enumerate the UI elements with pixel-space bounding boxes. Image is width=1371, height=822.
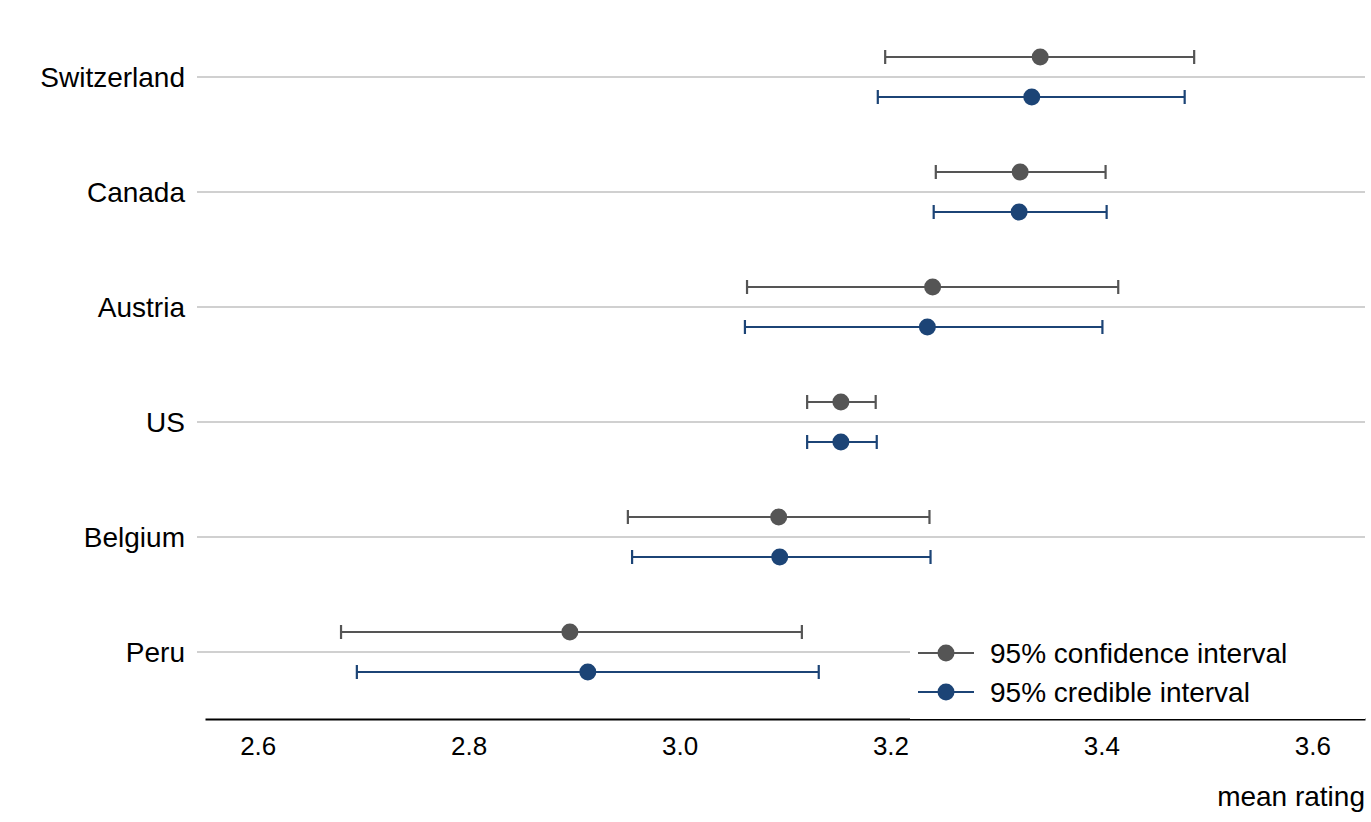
x-axis: 2.6 2.8 3.0 3.2 3.4 3.6	[206, 719, 1366, 761]
tick: 3.6	[1295, 719, 1331, 761]
point	[1011, 204, 1028, 221]
grid	[197, 77, 1365, 652]
series	[341, 49, 1194, 641]
point	[832, 434, 849, 451]
point	[919, 319, 936, 336]
legend-label: 95% credible interval	[990, 677, 1250, 708]
grid-line	[197, 536, 1365, 538]
y-axis: Switzerland Canada Austria US Belgium Peru	[40, 62, 185, 668]
category-label: Peru	[126, 637, 185, 668]
legend-marker	[938, 645, 955, 662]
category-label: US	[146, 407, 185, 438]
point	[1012, 164, 1029, 181]
point	[561, 624, 578, 641]
legend-marker	[938, 684, 955, 701]
category-label: Canada	[87, 177, 186, 208]
series	[357, 89, 1185, 681]
point	[924, 279, 941, 296]
tick: 3.0	[662, 719, 698, 761]
tick-label: 3.6	[1295, 731, 1331, 761]
tick-label: 3.2	[873, 731, 909, 761]
legend: 95% confidence interval 95% credible inte…	[910, 627, 1365, 719]
tick-label: 2.6	[240, 731, 276, 761]
tick-label: 3.4	[1084, 731, 1120, 761]
tick: 2.6	[240, 719, 276, 761]
legend-label: 95% confidence interval	[990, 638, 1287, 669]
point	[1032, 49, 1049, 66]
grid-line	[197, 421, 1365, 423]
category-label: Belgium	[84, 522, 185, 553]
tick: 2.8	[451, 719, 487, 761]
point	[770, 509, 787, 526]
axis-title: mean rating	[1217, 781, 1365, 812]
chart: Switzerland Canada Austria US Belgium Peru 2.6…	[0, 0, 1371, 822]
category-label: Austria	[98, 292, 186, 323]
plot-area	[341, 49, 1194, 681]
point	[1023, 89, 1040, 106]
point	[832, 394, 849, 411]
tick: 3.4	[1084, 719, 1120, 761]
tick: 3.2	[873, 719, 909, 761]
tick-label: 3.0	[662, 731, 698, 761]
grid-line	[197, 306, 1365, 308]
grid-line	[197, 76, 1365, 78]
legend-background	[910, 627, 1365, 719]
tick-label: 2.8	[451, 731, 487, 761]
category-label: Switzerland	[40, 62, 185, 93]
point	[579, 664, 596, 681]
grid-line	[197, 191, 1365, 193]
point	[771, 549, 788, 566]
